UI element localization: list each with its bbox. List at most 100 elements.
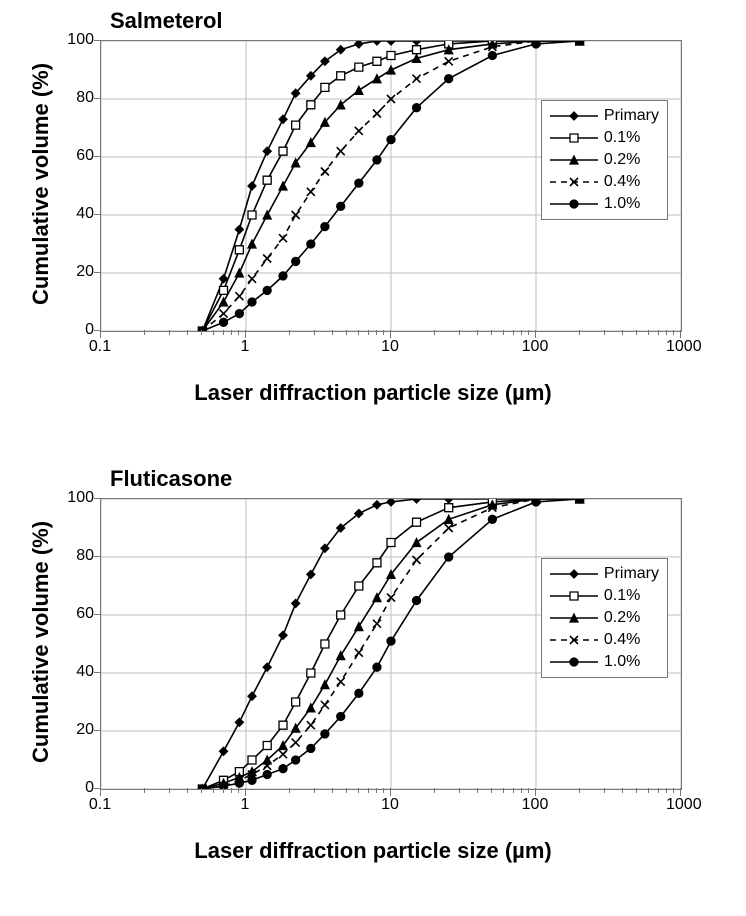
marker-p10 [413, 597, 421, 605]
marker-p02 [220, 298, 228, 306]
marker-p04 [413, 75, 421, 83]
marker-p10 [337, 713, 345, 721]
legend-label: Primary [604, 565, 659, 583]
marker-p10 [337, 202, 345, 210]
marker-p01 [355, 582, 363, 590]
x-axis-label: Laser diffraction particle size (µm) [0, 380, 746, 406]
marker-p01 [279, 147, 287, 155]
legend-item: 0.4% [550, 171, 659, 193]
marker-primary [413, 499, 421, 503]
marker-p01 [263, 742, 271, 750]
marker-p04 [321, 168, 329, 176]
legend-item: Primary [550, 563, 659, 585]
y-tick: 100 [67, 31, 94, 49]
marker-p02 [248, 240, 256, 248]
marker-primary [263, 663, 271, 671]
y-tick: 80 [76, 547, 94, 565]
marker-p02 [355, 623, 363, 631]
marker-p01 [307, 101, 315, 109]
marker-p10 [321, 223, 329, 231]
marker-p10 [279, 765, 287, 773]
marker-p04 [373, 110, 381, 118]
x-tick: 100 [521, 338, 549, 356]
legend-item: 0.2% [550, 607, 659, 629]
marker-p02 [321, 681, 329, 689]
marker-p10 [263, 771, 271, 779]
y-tick: 0 [85, 321, 94, 339]
marker-p01 [307, 669, 315, 677]
marker-p04 [337, 678, 345, 686]
marker-primary [355, 41, 363, 48]
legend: Primary0.1%0.2%0.4%1.0% [541, 100, 668, 220]
marker-primary [445, 499, 453, 503]
legend-label: 0.2% [604, 151, 640, 169]
marker-p10 [220, 318, 228, 326]
marker-p10 [248, 298, 256, 306]
marker-p01 [387, 52, 395, 60]
marker-p01 [321, 640, 329, 648]
marker-p04 [235, 292, 243, 300]
legend-label: 0.4% [604, 173, 640, 191]
marker-p10 [532, 499, 540, 506]
x-tick: 0.1 [86, 338, 114, 356]
x-axis-label: Laser diffraction particle size (µm) [0, 838, 746, 864]
legend-item: 1.0% [550, 651, 659, 673]
marker-p10 [387, 637, 395, 645]
marker-p02 [279, 182, 287, 190]
marker-p01 [337, 72, 345, 80]
marker-primary [413, 41, 421, 45]
marker-p02 [373, 594, 381, 602]
marker-primary [373, 41, 381, 45]
x-tick: 0.1 [86, 796, 114, 814]
marker-p10 [198, 785, 206, 789]
marker-p10 [198, 327, 206, 331]
marker-p10 [576, 499, 584, 503]
legend-label: 0.4% [604, 631, 640, 649]
y-tick: 40 [76, 205, 94, 223]
y-tick: 60 [76, 605, 94, 623]
marker-primary [248, 692, 256, 700]
legend-item: Primary [550, 105, 659, 127]
marker-p04 [445, 57, 453, 65]
marker-p02 [445, 515, 453, 523]
y-tick: 60 [76, 147, 94, 165]
marker-p10 [220, 782, 228, 789]
marker-p04 [279, 750, 287, 758]
marker-p01 [373, 57, 381, 65]
marker-p01 [235, 246, 243, 254]
legend-item: 1.0% [550, 193, 659, 215]
marker-p01 [220, 286, 228, 294]
y-tick: 20 [76, 721, 94, 739]
marker-p04 [307, 721, 315, 729]
marker-p10 [248, 776, 256, 784]
marker-p10 [387, 136, 395, 144]
marker-p02 [373, 75, 381, 83]
legend-label: 0.2% [604, 609, 640, 627]
marker-p04 [373, 620, 381, 628]
marker-p01 [263, 176, 271, 184]
marker-p10 [263, 286, 271, 294]
y-tick: 100 [67, 489, 94, 507]
fluticasone-panel: FluticasoneCumulative volume (%)Laser di… [0, 458, 746, 916]
marker-p10 [488, 52, 496, 60]
marker-p10 [445, 553, 453, 561]
marker-p01 [337, 611, 345, 619]
marker-primary [220, 747, 228, 755]
marker-p04 [292, 739, 300, 747]
legend-label: 0.1% [604, 587, 640, 605]
marker-p10 [321, 730, 329, 738]
marker-p10 [235, 779, 243, 787]
legend-label: 1.0% [604, 195, 640, 213]
y-axis-label: Cumulative volume (%) [28, 521, 54, 763]
marker-p10 [532, 41, 540, 48]
marker-primary [387, 41, 395, 45]
x-tick: 10 [376, 338, 404, 356]
marker-p01 [292, 698, 300, 706]
legend-item: 0.4% [550, 629, 659, 651]
marker-p10 [292, 756, 300, 764]
marker-primary [373, 501, 381, 509]
legend-item: 0.1% [550, 585, 659, 607]
y-tick: 20 [76, 263, 94, 281]
marker-p01 [445, 504, 453, 512]
marker-p04 [263, 255, 271, 263]
